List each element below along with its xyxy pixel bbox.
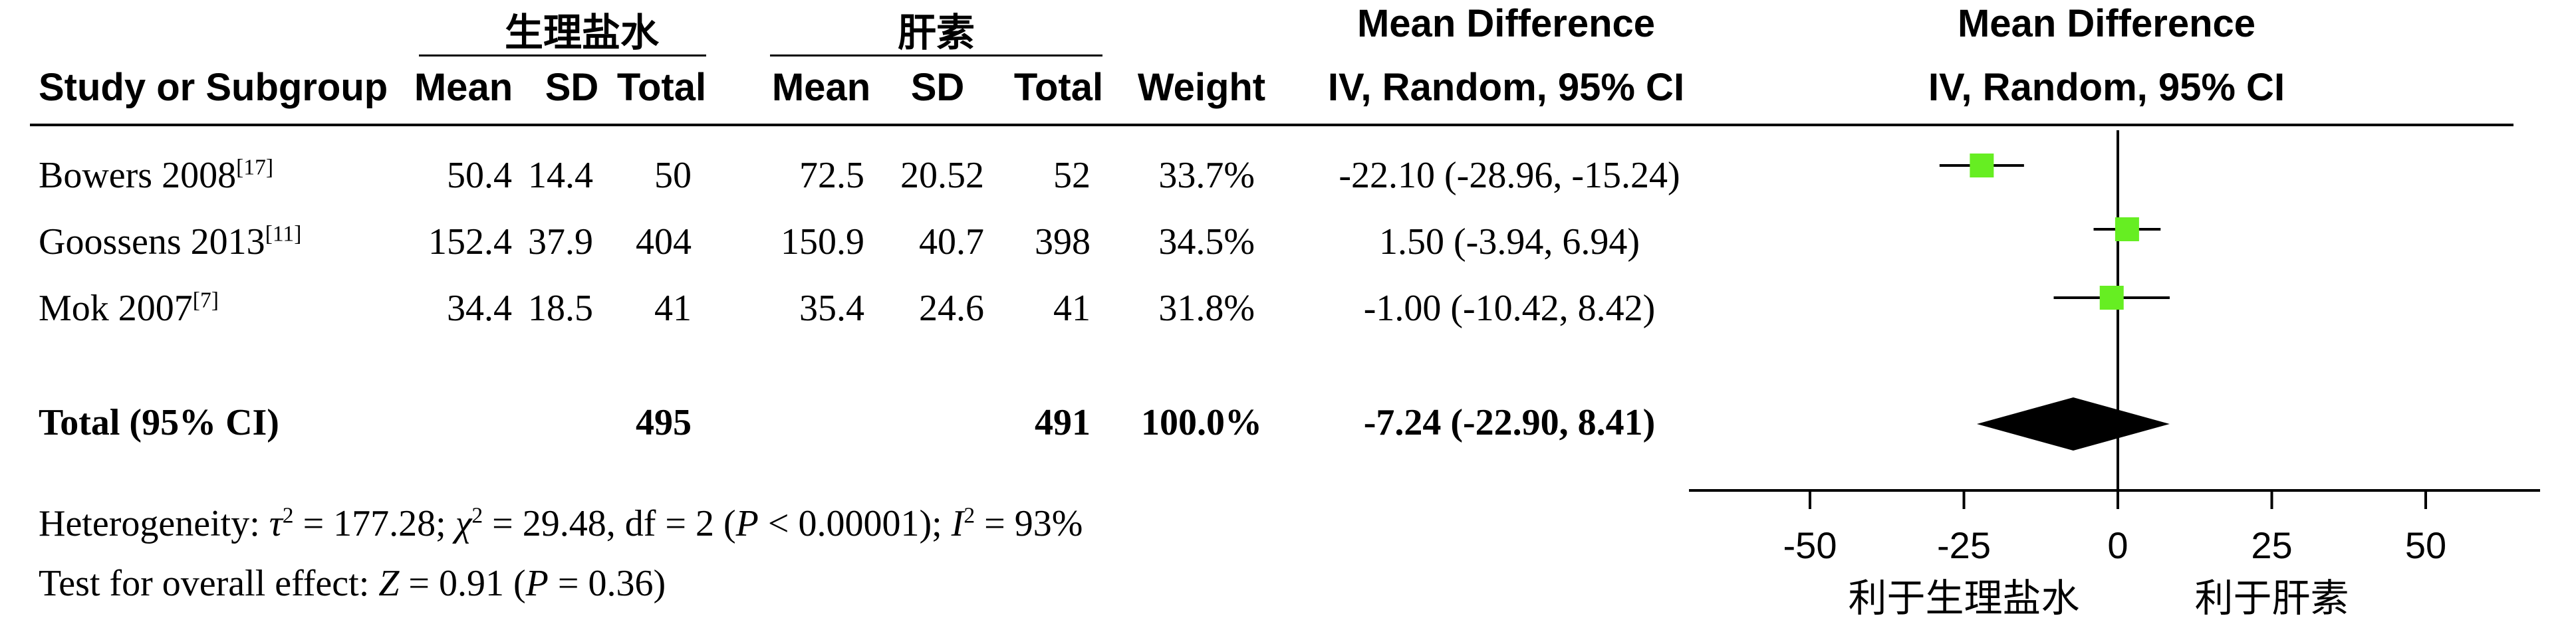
study-name: Bowers 2008[17] bbox=[39, 155, 274, 196]
total-ci: -7.24 (-22.90, 8.41) bbox=[1363, 402, 1656, 443]
cell-mean1: 34.4 bbox=[447, 288, 512, 329]
overall-effect-text: Test for overall effect: Z = 0.91 (P = 0… bbox=[39, 563, 666, 604]
cell-total2: 41 bbox=[1053, 288, 1091, 329]
total-total2: 491 bbox=[1035, 402, 1091, 443]
study-name: Goossens 2013[11] bbox=[39, 221, 302, 262]
x-tick-label: 25 bbox=[2251, 524, 2292, 566]
cell-total2: 52 bbox=[1053, 155, 1091, 196]
study-ref: [11] bbox=[265, 221, 302, 247]
pooled-diamond bbox=[1976, 397, 2170, 451]
cell-sd1: 14.4 bbox=[528, 155, 593, 196]
group-header-experimental: 生理盐水 bbox=[504, 11, 660, 54]
col-header-sd2: SD bbox=[910, 66, 965, 109]
group-underline-experimental bbox=[419, 54, 706, 56]
group-underline-control bbox=[770, 54, 1102, 56]
cell-sd2: 24.6 bbox=[919, 288, 984, 329]
col-header-total2: Total bbox=[1013, 66, 1104, 109]
x-tick-label: -50 bbox=[1783, 524, 1837, 566]
cell-weight: 34.5% bbox=[1158, 221, 1255, 262]
col-header-total1: Total bbox=[616, 66, 707, 109]
col-header-sd1: SD bbox=[545, 66, 599, 109]
cell-sd1: 18.5 bbox=[528, 288, 593, 329]
cell-weight: 33.7% bbox=[1158, 155, 1255, 196]
cell-mean2: 72.5 bbox=[799, 155, 864, 196]
group-header-control: 肝素 bbox=[897, 11, 975, 54]
cell-ci: -1.00 (-10.42, 8.42) bbox=[1363, 288, 1656, 329]
cell-mean2: 35.4 bbox=[799, 288, 864, 329]
study-ref: [7] bbox=[192, 288, 219, 313]
cell-mean1: 50.4 bbox=[447, 155, 512, 196]
x-tick-label: 50 bbox=[2405, 524, 2446, 566]
group-header-md-plot: Mean Difference bbox=[1957, 2, 2256, 45]
col-header-mean1: Mean bbox=[414, 66, 513, 109]
col-header-study: Study or Subgroup bbox=[39, 66, 388, 109]
cell-total1: 404 bbox=[636, 221, 692, 262]
favours-left-label: 利于生理盐水 bbox=[1848, 577, 2079, 620]
col-header-ci-plot: IV, Random, 95% CI bbox=[1928, 66, 2285, 109]
cell-total2: 398 bbox=[1035, 221, 1091, 262]
group-header-md-table: Mean Difference bbox=[1356, 2, 1656, 45]
total-weight: 100.0% bbox=[1141, 402, 1262, 443]
cell-mean1: 152.4 bbox=[428, 221, 512, 262]
study-marker bbox=[2099, 286, 2124, 310]
cell-sd2: 40.7 bbox=[919, 221, 984, 262]
total-label: Total (95% CI) bbox=[39, 402, 279, 443]
cell-mean2: 150.9 bbox=[781, 221, 864, 262]
col-header-mean2: Mean bbox=[771, 66, 871, 109]
cell-total1: 41 bbox=[654, 288, 692, 329]
study-marker bbox=[2115, 217, 2139, 241]
x-tick-label: 0 bbox=[2107, 524, 2128, 566]
favours-right-label: 利于肝素 bbox=[2194, 577, 2349, 620]
x-tick-label: -25 bbox=[1937, 524, 1991, 566]
cell-ci: -22.10 (-28.96, -15.24) bbox=[1339, 155, 1680, 196]
total-total1: 495 bbox=[636, 402, 692, 443]
cell-sd2: 20.52 bbox=[900, 155, 984, 196]
cell-total1: 50 bbox=[654, 155, 692, 196]
col-header-weight: Weight bbox=[1137, 66, 1266, 109]
col-header-ci-table: IV, Random, 95% CI bbox=[1327, 66, 1685, 109]
study-ref: [17] bbox=[236, 155, 274, 180]
cell-weight: 31.8% bbox=[1158, 288, 1255, 329]
cell-sd1: 37.9 bbox=[528, 221, 593, 262]
cell-ci: 1.50 (-3.94, 6.94) bbox=[1379, 221, 1640, 262]
study-marker bbox=[1970, 154, 1994, 177]
study-name: Mok 2007[7] bbox=[39, 288, 219, 329]
heterogeneity-text: Heterogeneity: τ2 = 177.28; χ2 = 29.48, … bbox=[39, 503, 1083, 544]
header-rule bbox=[30, 124, 2513, 126]
